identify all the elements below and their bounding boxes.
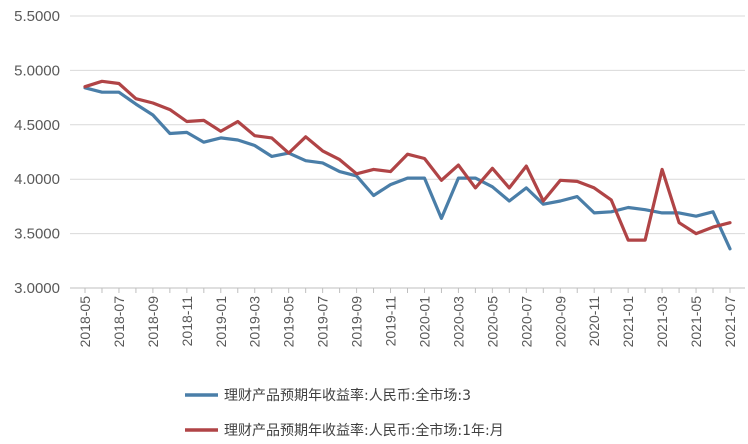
x-tick-label: 2018-09 [145, 296, 161, 348]
legend: 理财产品预期年收益率:人民币:全市场:3 理财产品预期年收益率:人民币:全市场:1… [185, 387, 504, 439]
x-tick-label: 2020-05 [484, 296, 500, 348]
y-tick-label: 4.5000 [14, 117, 60, 134]
x-tick-label: 2019-03 [247, 296, 263, 348]
x-tick-label: 2020-07 [518, 296, 534, 348]
x-tick-label: 2021-05 [688, 296, 704, 348]
x-tick-label: 2019-11 [383, 296, 399, 347]
y-tick-label: 5.5000 [14, 8, 60, 25]
y-tick-label: 4.0000 [14, 171, 60, 188]
legend-label: 理财产品预期年收益率:人民币:全市场:3 [224, 387, 471, 404]
series-lines [83, 79, 732, 251]
x-axis-tick-labels: 2018-05 2018-07 2018-09 2018-11 2019-01 2019-… [77, 296, 738, 348]
series-line-2 [83, 79, 732, 242]
x-tick-label: 2019-05 [281, 296, 297, 348]
x-tick-label: 2019-01 [213, 296, 229, 348]
x-tick-label: 2018-05 [77, 296, 93, 348]
x-tick-label: 2021-03 [654, 296, 670, 348]
x-tick-label: 2021-07 [722, 296, 738, 348]
gridlines [70, 15, 745, 235]
y-tick-label: 3.0000 [14, 280, 60, 297]
series-line-1 [83, 86, 732, 251]
y-tick-label: 3.5000 [14, 226, 60, 243]
x-tick-label: 2020-09 [552, 296, 568, 348]
x-tick-label: 2020-11 [586, 296, 602, 347]
x-tick-label: 2021-01 [620, 296, 636, 348]
x-tick-label: 2018-11 [179, 296, 195, 347]
x-tick-label: 2018-07 [111, 296, 127, 348]
x-axis-tick-marks [84, 288, 731, 293]
x-tick-label: 2019-09 [349, 296, 365, 348]
y-axis-tick-labels: 3.0000 3.5000 4.0000 4.5000 5.0000 5.5000 [14, 8, 60, 297]
x-tick-label: 2020-01 [416, 296, 432, 348]
y-tick-label: 5.0000 [14, 62, 60, 79]
legend-label: 理财产品预期年收益率:人民币:全市场:1年:月 [224, 422, 504, 439]
x-tick-label: 2019-07 [315, 296, 331, 348]
x-tick-label: 2020-03 [450, 296, 466, 348]
